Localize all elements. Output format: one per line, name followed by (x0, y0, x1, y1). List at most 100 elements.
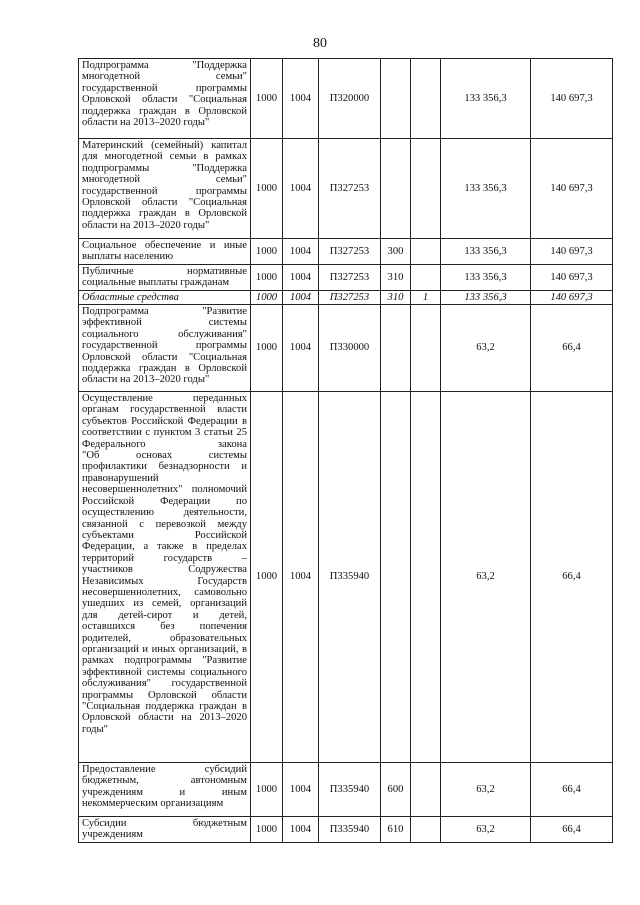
description-line: несовершеннолетних, самовольно (82, 586, 247, 598)
description-line: области на 2013–2020 годы" (82, 117, 210, 129)
description-line: Субсидии бюджетным (82, 818, 247, 830)
amount-year-2: 140 697,3 (530, 138, 613, 239)
target-article-code: П327253 (318, 238, 381, 265)
description-line: соответствии с пунктом 3 статьи 25 (82, 427, 247, 439)
expense-type-code: 300 (380, 238, 411, 265)
description-line: эффективной системы (82, 317, 247, 329)
amount-year-1: 133 356,3 (440, 289, 531, 306)
description-line: Материнский (семейный) капитал (82, 140, 247, 151)
description-line: правонарушений (82, 472, 159, 484)
description-line: поддержка граждан в Орловской (82, 105, 247, 117)
description-line: оставшихся без попечения (82, 621, 247, 633)
target-article-code: П330000 (318, 304, 381, 393)
section-code: 1000 (250, 304, 283, 393)
subsection-code: 1004 (282, 816, 319, 843)
description-line: рамках подпрограммы "Развитие (82, 655, 247, 667)
description-line: некоммерческим организациям (82, 798, 224, 810)
table-row: Социальное обеспечение и иные выплаты нас… (78, 238, 613, 265)
description-line: Областные средства (82, 291, 179, 303)
description-line: Независимых Государств (82, 575, 247, 587)
source-code (410, 238, 441, 265)
amount-year-1: 133 356,3 (440, 238, 531, 265)
description-line: участников Содружества (82, 564, 247, 576)
table-row: Публичные нормативные социальные выплаты … (78, 263, 613, 291)
description-line: выплаты населению (82, 251, 174, 263)
row-description: Областные средства (78, 289, 251, 306)
row-description: Подпрограмма "Развитие эффективной систем… (78, 304, 251, 393)
description-line: области на 2013–2020 годы" (82, 374, 210, 386)
row-description: Публичные нормативные социальные выплаты … (78, 263, 251, 291)
description-line: социальные выплаты гражданам (82, 277, 230, 289)
source-code (410, 304, 441, 393)
section-code: 1000 (250, 263, 283, 291)
description-line: "Об основах системы (82, 450, 247, 462)
amount-year-2: 140 697,3 (530, 263, 613, 291)
description-line: Федерации, а также в пределах (82, 541, 247, 553)
description-line: осуществлению деятельности, (82, 507, 247, 519)
target-article-code: П327253 (318, 138, 381, 239)
row-description: Подпрограмма "Поддержка многодетной семьи… (78, 58, 251, 139)
description-line: субъектов Российской Федерации в (82, 415, 247, 427)
source-code (410, 138, 441, 239)
expense-type-code (380, 138, 411, 239)
section-code: 1000 (250, 138, 283, 239)
section-code: 1000 (250, 762, 283, 818)
section-code: 1000 (250, 391, 283, 764)
table-row: Осуществление переданных органам государс… (78, 391, 613, 764)
target-article-code: П335940 (318, 816, 381, 843)
amount-year-2: 66,4 (530, 762, 613, 818)
description-line: учреждениям и иным (82, 786, 247, 798)
row-description: Предоставление субсидий бюджетным, автоно… (78, 762, 251, 818)
target-article-code: П327253 (318, 263, 381, 291)
section-code: 1000 (250, 816, 283, 843)
description-line: обслуживания" государственной (82, 678, 247, 690)
source-code (410, 762, 441, 818)
amount-year-2: 66,4 (530, 391, 613, 764)
description-line: годы" (82, 723, 108, 735)
row-description: Социальное обеспечение и иные выплаты нас… (78, 238, 251, 265)
description-line: Федерального закона (82, 438, 247, 450)
description-line: для детей-сирот и детей, (82, 609, 247, 621)
description-line: Подпрограмма "Развитие (82, 306, 247, 318)
expense-type-code: 600 (380, 762, 411, 818)
description-line: социального обслуживания" (82, 328, 247, 340)
description-line: эффективной системы социального (82, 666, 247, 678)
source-code (410, 816, 441, 843)
amount-year-2: 140 697,3 (530, 289, 613, 306)
expense-type-code (380, 58, 411, 139)
section-code: 1000 (250, 289, 283, 306)
description-line: несовершеннолетних" полномочий (82, 484, 247, 496)
amount-year-1: 63,2 (440, 762, 531, 818)
subsection-code: 1004 (282, 58, 319, 139)
row-description: Субсидии бюджетным учреждениям (78, 816, 251, 843)
description-line: многодетной семьи" (82, 71, 247, 83)
subsection-code: 1004 (282, 138, 319, 239)
description-line: подпрограммы "Поддержка (82, 162, 247, 174)
amount-year-1: 133 356,3 (440, 58, 531, 139)
subsection-code: 1004 (282, 304, 319, 393)
description-line: профилактики безнадзорности и (82, 461, 247, 473)
description-line: Социальное обеспечение и иные (82, 240, 247, 251)
description-line: области на 2013–2020 годы" (82, 219, 210, 231)
expense-type-code: 310 (380, 289, 411, 306)
description-line: учреждениям (82, 829, 143, 841)
description-line: многодетной семьи" (82, 174, 247, 186)
table-row: Материнский (семейный) капитал для многод… (78, 138, 613, 239)
subsection-code: 1004 (282, 289, 319, 306)
expense-type-code (380, 304, 411, 393)
description-line: для многодетной семьи в рамках (82, 151, 247, 163)
description-line: Предоставление субсидий (82, 764, 247, 776)
target-article-code: П327253 (318, 289, 381, 306)
amount-year-1: 133 356,3 (440, 138, 531, 239)
amount-year-1: 133 356,3 (440, 263, 531, 291)
description-line: Подпрограмма "Поддержка (82, 60, 247, 71)
table-row: Подпрограмма "Поддержка многодетной семьи… (78, 58, 613, 139)
budget-table: Подпрограмма "Поддержка многодетной семьи… (78, 58, 613, 843)
description-line: связанной с перевозкой между (82, 518, 247, 530)
amount-year-2: 140 697,3 (530, 238, 613, 265)
description-line: Орловской области "Социальная (82, 351, 247, 363)
row-description: Осуществление переданных органам государс… (78, 391, 251, 764)
description-line: Осуществление переданных (82, 393, 247, 405)
description-line: государственной программы (82, 82, 247, 94)
source-code: 1 (410, 289, 441, 306)
